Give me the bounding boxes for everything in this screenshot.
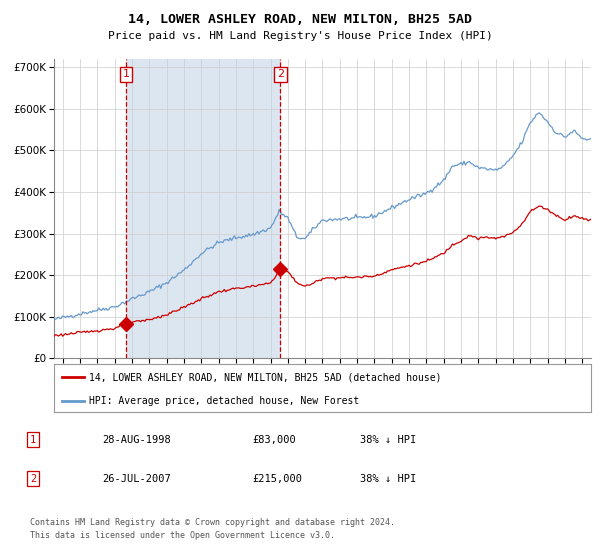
Text: 28-AUG-1998: 28-AUG-1998 [102,435,171,445]
Text: 1: 1 [122,69,130,80]
Text: 26-JUL-2007: 26-JUL-2007 [102,474,171,484]
Text: 1: 1 [30,435,36,445]
Text: 38% ↓ HPI: 38% ↓ HPI [360,435,416,445]
Text: 38% ↓ HPI: 38% ↓ HPI [360,474,416,484]
Text: HPI: Average price, detached house, New Forest: HPI: Average price, detached house, New … [89,396,359,406]
Text: 2: 2 [30,474,36,484]
Text: 14, LOWER ASHLEY ROAD, NEW MILTON, BH25 5AD: 14, LOWER ASHLEY ROAD, NEW MILTON, BH25 … [128,13,472,26]
Text: £215,000: £215,000 [252,474,302,484]
Text: Contains HM Land Registry data © Crown copyright and database right 2024.
This d: Contains HM Land Registry data © Crown c… [30,519,395,540]
Bar [126,59,280,358]
Text: Price paid vs. HM Land Registry's House Price Index (HPI): Price paid vs. HM Land Registry's House … [107,31,493,41]
Text: £83,000: £83,000 [252,435,296,445]
Text: 14, LOWER ASHLEY ROAD, NEW MILTON, BH25 5AD (detached house): 14, LOWER ASHLEY ROAD, NEW MILTON, BH25 … [89,372,442,382]
Text: 2: 2 [277,69,284,80]
